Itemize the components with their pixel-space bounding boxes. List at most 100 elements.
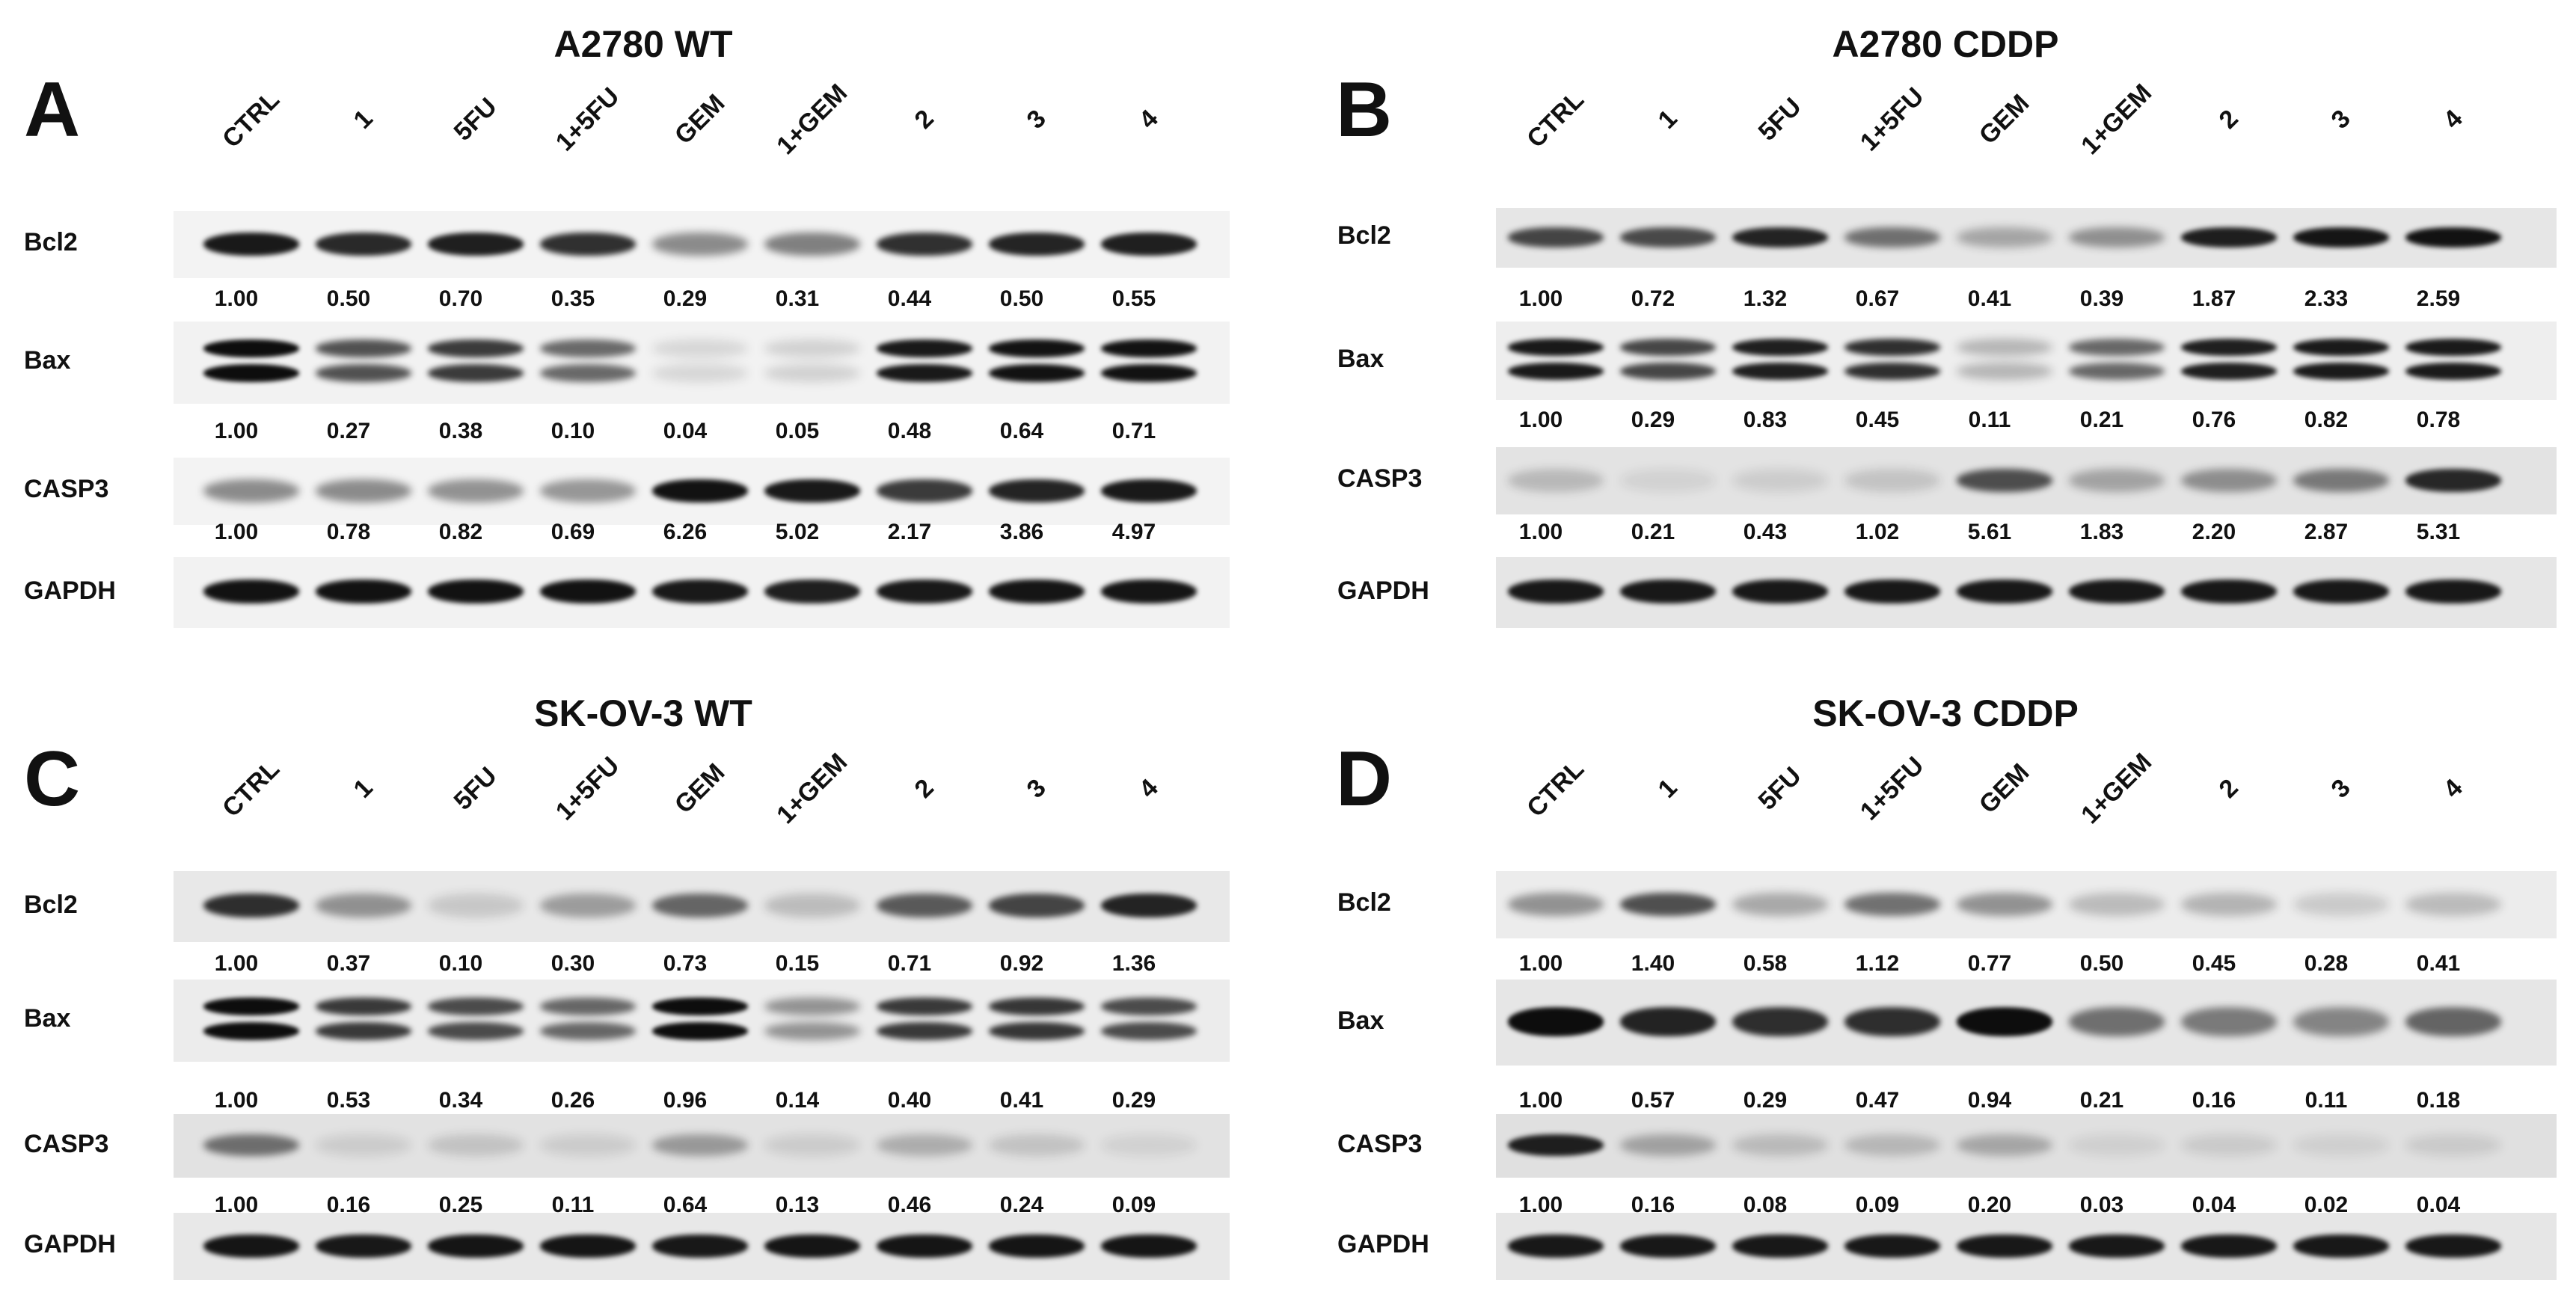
lane-label: 3 [1021,773,1052,804]
quantification-value: 3.86 [999,520,1044,544]
blot-strip-bcl2 [174,871,1230,942]
band [540,579,636,604]
band [203,1234,299,1258]
band [2069,1234,2165,1258]
blot-panel-a: A A2780 WT CTRL 1 5FU 1+5FU GEM 1+GEM 2 3 4 Bcl2 1.0… [0,0,1263,643]
band [764,232,860,256]
lane-label: 3 [2325,104,2356,135]
band [1620,1134,1716,1157]
quantification-value: 0.11 [1968,408,2011,432]
quantification-value: 0.21 [2079,1088,2124,1113]
quantification-value: 0.28 [2304,951,2349,976]
protein-label: CASP3 [24,1129,109,1158]
quantification-value: 0.41 [999,1088,1044,1113]
band [989,894,1085,918]
band [2069,339,2165,357]
band [316,997,411,1016]
lane-label: CTRL [217,754,286,823]
lane-label: 5FU [448,92,503,147]
protein-label: GAPDH [1337,1230,1429,1258]
lane-label: GEM [669,757,731,820]
lane-label: 1 [1652,773,1683,804]
panel-letter: D [1336,736,1393,822]
band [1508,1234,1604,1258]
band [203,1022,299,1041]
lane-label: CTRL [1521,85,1590,154]
quantification-value: 0.31 [775,286,820,311]
band [2293,468,2389,492]
band [652,479,748,502]
band [1732,892,1828,916]
blot-strip-gapdh [1496,1213,2557,1280]
band [1101,894,1197,918]
quantification-value: 0.70 [438,286,483,311]
band [2181,579,2277,604]
quantification-value: 0.40 [887,1088,932,1113]
band [540,479,636,502]
band [1508,468,1604,492]
band [203,894,299,918]
band [1844,339,1940,357]
band [1844,892,1940,916]
band [1620,1234,1716,1258]
band [2405,362,2501,380]
band [316,1022,411,1041]
quantification-value: 0.10 [438,951,483,976]
band [1620,1006,1716,1036]
band [540,364,636,383]
protein-label: Bcl2 [24,228,78,256]
quantification-value: 0.58 [1743,951,1788,976]
quantification-value: 0.21 [1631,520,1675,544]
band [2405,892,2501,916]
band [1101,364,1197,383]
band [428,1234,524,1258]
band [2293,1234,2389,1258]
band [1844,1134,1940,1157]
band [428,339,524,358]
band [203,339,299,358]
quantification-value: 0.44 [887,286,932,311]
quantification-value: 0.82 [438,520,483,544]
blot-strip-bax [174,322,1230,404]
band [989,1022,1085,1041]
quantification-value: 0.29 [1111,1088,1156,1113]
band [2069,227,2165,247]
quantification-value: 0.35 [551,286,595,311]
band [1957,339,2052,357]
panel-title: A2780 CDDP [1832,23,2059,65]
lane-label: 1+5FU [550,751,625,826]
quantification-value: 0.57 [1631,1088,1675,1113]
band [764,339,860,358]
band [652,364,748,383]
band [540,1022,636,1041]
lane-label: 1+5FU [1854,751,1930,826]
quantification-value: 1.00 [214,286,259,311]
band [877,479,972,502]
band [316,479,411,502]
band [1732,1006,1828,1036]
quantification-value: 0.82 [2304,408,2349,432]
band [877,339,972,358]
band [316,232,411,256]
quantification-value: 0.04 [663,419,708,443]
blot-strip-bax [1496,980,2557,1066]
quantification-value: 1.02 [1855,520,1900,544]
band [428,1022,524,1041]
protein-label: Bax [24,1004,71,1033]
band [989,997,1085,1016]
band [989,1234,1085,1258]
panel-letter: C [24,736,81,822]
band [877,1022,972,1041]
band [1844,227,1940,247]
quantification-value: 0.14 [775,1088,820,1113]
band [2293,579,2389,604]
quantification-value: 1.00 [1518,1088,1563,1113]
band [764,479,860,502]
lane-label: 3 [2325,773,2356,804]
band [1101,997,1197,1016]
band [1508,892,1604,916]
band [1844,1006,1940,1036]
blot-panel-b: B A2780 CDDP CTRL 1 5FU 1+5FU GEM 1+GEM 2 3 4 Bcl2 1… [1313,0,2576,643]
lane-label: 1 [348,104,378,135]
